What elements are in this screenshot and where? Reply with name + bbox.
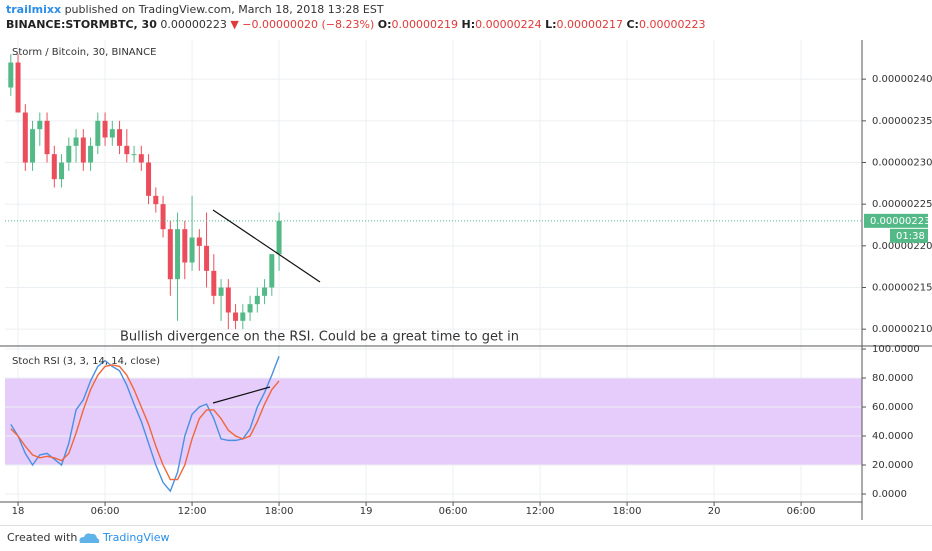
candle-body [131,154,137,156]
candle-body [44,120,50,155]
chart: Storm / Bitcoin, 30, BINANCE Bullish div… [0,40,932,520]
x-tick-label: 19 [360,506,373,517]
divergence-line [212,386,271,404]
y-tick-label: 80.0000 [872,373,913,384]
logo [79,533,100,543]
ohlc-label: H: [461,18,476,31]
x-tick-label: 18:00 [613,506,642,517]
candle-body [218,287,224,296]
y-tick-label: 20.0000 [872,460,913,471]
candle-body [167,229,173,280]
y-tick-label: 40.0000 [872,431,913,442]
y-tick-label: 60.0000 [872,402,913,413]
countdown-box [890,228,928,243]
y-tick-label: 0.00000240 [872,74,932,85]
pane-title: Storm / Bitcoin, 30, BINANCE [12,47,156,58]
marks [5,54,862,493]
candle-body [102,120,108,138]
candle-body [88,145,94,163]
candle-body [262,287,268,296]
indicator-title: Stoch RSI (3, 3, 14, 14, close) [12,356,160,367]
candle-body [37,120,43,130]
candle-body [240,312,246,321]
stoch-line [10,356,280,493]
trend-line [212,209,321,283]
candle-body [22,112,28,163]
x-tick-label: 06:00 [91,506,120,517]
candle-body [109,129,115,138]
candle-body [182,229,188,263]
y-tick-label: 0.00000220 [872,241,932,252]
band [5,378,862,466]
ohlc-label: C: [626,18,639,31]
y-tick-label: 0.0000 [872,489,907,500]
y-tick-label: 0.00000230 [872,158,932,169]
y-tick-label: 0.00000215 [872,283,932,294]
candle-body [153,195,159,205]
candle-body [175,229,181,280]
candle-body [189,237,195,263]
candle-body [124,145,130,155]
countdown-label: 01:38 [896,231,925,242]
y-tick-label: 0.00000235 [872,116,932,127]
x-tick-label: 06:00 [439,506,468,517]
candle-body [73,137,79,146]
last-price-label: 0.00000223 [870,216,930,227]
candle-body [233,312,239,321]
candle-body [15,62,21,113]
candle-body [276,220,282,255]
header-line: trailmixx published on TradingView.com, … [6,2,705,17]
x-tick-label: 18:00 [265,506,294,517]
candle-body [51,154,57,180]
x-tick-label: 12:00 [178,506,207,517]
candle-body [269,254,275,288]
annotation: Bullish divergence on the RSI. Could be … [120,330,519,345]
axes: 0.00000210 0.00000215 0.00000220 0.00000225… [12,74,932,517]
ohlc-value: 0.00000223 [638,18,706,31]
y-tick-label: 0.00000210 [872,324,932,335]
price: 0.00000223 [160,18,227,31]
header-line: BINANCE:STORMBTC, 30 0.00000223 ▼ −0.000… [6,17,705,32]
ohlc-value: 0.00000217 [556,18,623,31]
y-tick-label: 0.00000225 [872,199,932,210]
last-price-box [864,213,928,228]
candle-body [138,154,144,163]
y-tick-label: 100.0000 [872,344,920,355]
candle-body [196,237,202,246]
candle-body [225,287,231,313]
ohlc-value: 0.00000224 [475,18,542,31]
x-tick-label: 12:00 [526,506,555,517]
x-tick-label: 06:00 [787,506,816,517]
x-tick-label: 18 [12,506,25,517]
footer: Created with TradingView [0,525,932,551]
candle-body [8,62,14,88]
candle-body [80,137,86,163]
footer-text: Created with [7,531,78,544]
candle-body [247,304,253,313]
published: published on TradingView.com, March 18, … [64,3,384,16]
x-tick-label: 20 [708,506,721,517]
ohlc-label: L: [545,18,557,31]
candle-body [211,270,217,296]
candle-body [160,204,166,230]
candle-body [30,129,36,163]
candle-body [146,162,152,196]
ohlc-label: O: [377,18,392,31]
candle-body [204,245,210,271]
author: trailmixx [6,3,62,16]
candle-body [117,129,123,146]
candle-body [59,162,65,180]
candle-body [254,295,260,305]
candle-body [66,145,72,163]
change: ▼ −0.00000020 (−8.23%) [230,18,375,31]
ohlc-value: 0.00000219 [391,18,458,31]
footer-brand: TradingView [103,531,170,544]
candle-body [95,120,101,146]
header: trailmixx published on TradingView.com, … [6,2,705,32]
symbol: BINANCE:STORMBTC, 30 [6,18,157,31]
stoch-line [10,364,280,481]
